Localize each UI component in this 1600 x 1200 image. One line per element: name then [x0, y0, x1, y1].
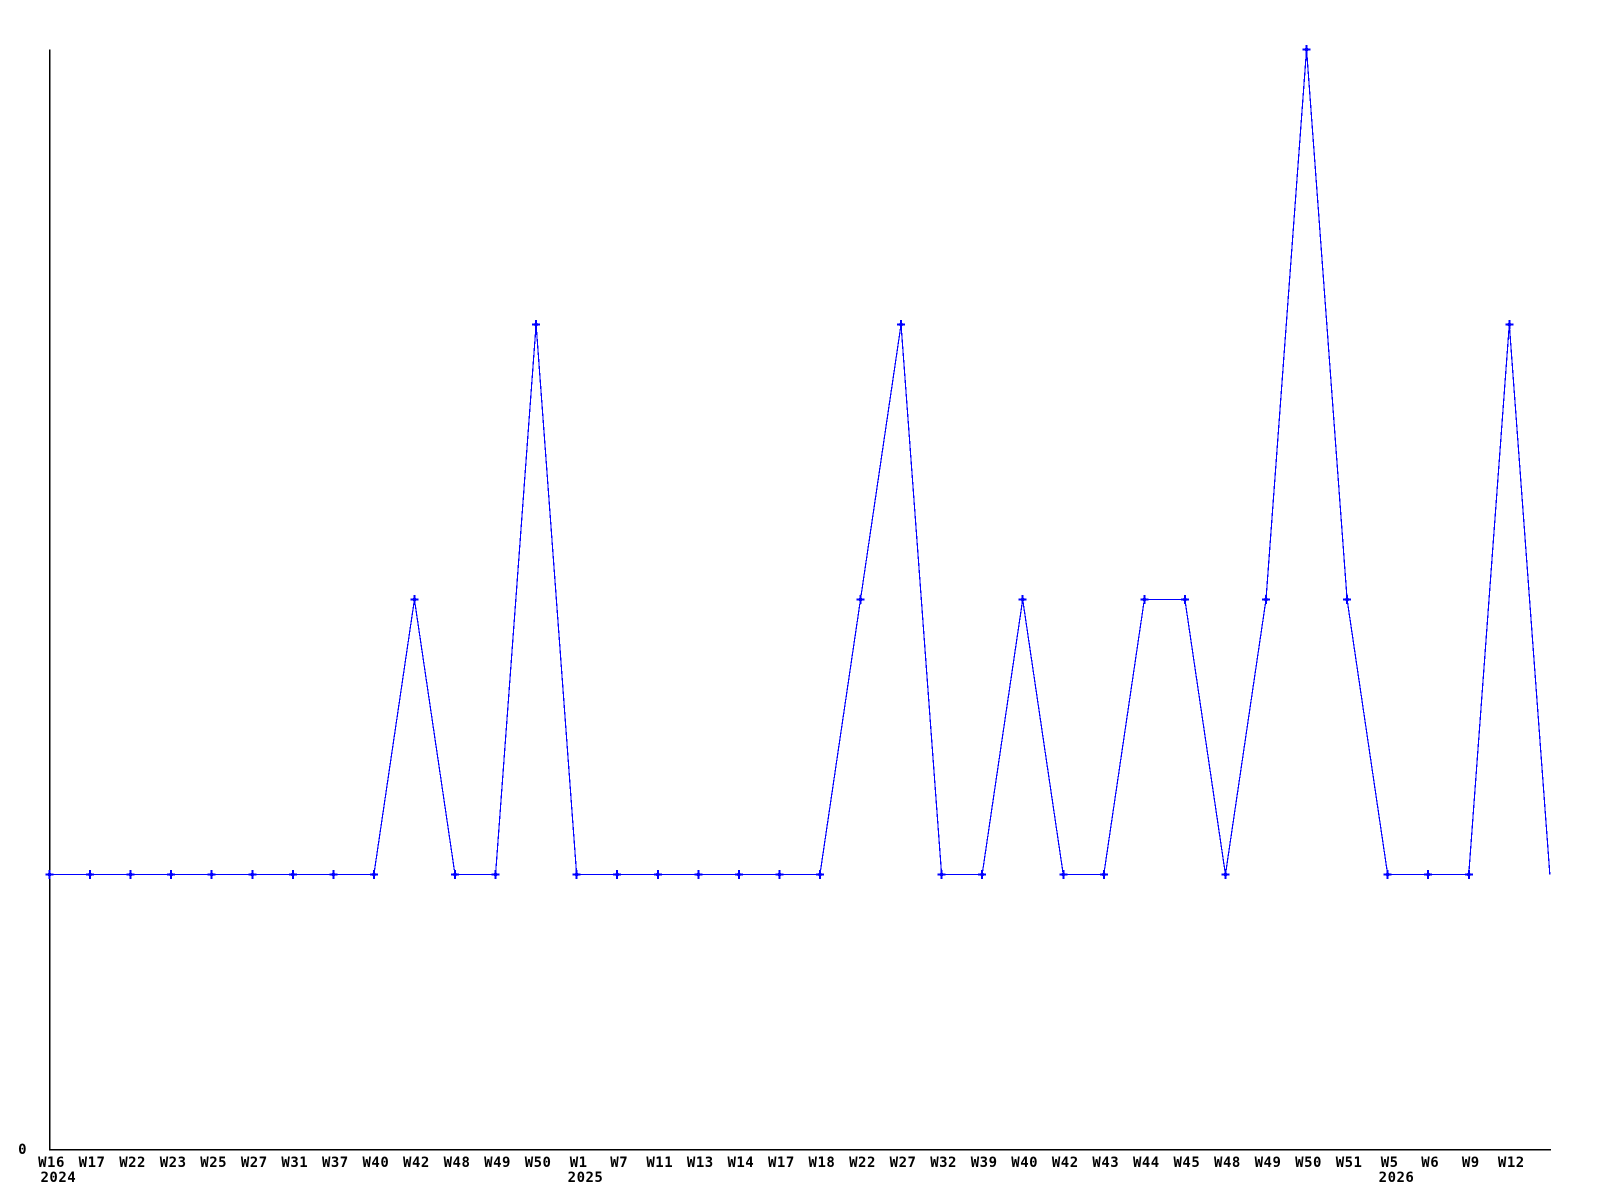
x-tick-label: W48: [444, 1155, 471, 1171]
data-point-marker-center: [48, 873, 51, 876]
x-tick-label: W25: [200, 1155, 227, 1171]
x-tick-label: W18: [809, 1155, 836, 1171]
data-point-marker-center: [1426, 873, 1430, 876]
x-tick-label: W43: [1092, 1155, 1119, 1171]
data-point-marker-center: [129, 873, 133, 876]
x-tick-label: W45: [1174, 1155, 1201, 1171]
data-point-marker-center: [1507, 323, 1511, 326]
x-tick-label: W44: [1133, 1155, 1160, 1171]
x-tick-label: W50: [525, 1155, 552, 1171]
x-tick-label: W42: [1052, 1155, 1079, 1171]
x-tick-label: W23: [160, 1155, 187, 1171]
data-point-marker-center: [331, 873, 335, 876]
data-point-marker-center: [737, 873, 741, 876]
x-tick-label: W17: [768, 1155, 795, 1171]
x-tick-label: W12: [1498, 1155, 1525, 1171]
data-point-marker-center: [1467, 873, 1471, 876]
x-tick-label: W48: [1214, 1155, 1241, 1171]
data-point-marker-center: [899, 323, 903, 326]
y-axis-zero-label: 0: [18, 1142, 27, 1158]
x-tick-label: W7: [610, 1155, 628, 1171]
data-point-marker-center: [169, 873, 173, 876]
data-point-marker-center: [88, 873, 92, 876]
data-point-marker-center: [250, 873, 254, 876]
data-point-marker-center: [615, 873, 619, 876]
data-point-marker-center: [1305, 48, 1309, 51]
data-line: [49, 49, 1551, 876]
data-point-marker-center: [1021, 598, 1025, 601]
x-tick-label: W14: [727, 1155, 754, 1171]
data-point-marker-center: [656, 873, 660, 876]
data-point-marker-center: [1102, 873, 1106, 876]
data-point-marker-center: [1386, 873, 1390, 876]
x-tick-label: W22: [119, 1155, 146, 1171]
x-tick-label: W39: [971, 1155, 998, 1171]
data-point-marker-center: [1223, 873, 1227, 876]
x-tick-label: W5: [1381, 1155, 1399, 1171]
x-tick-label: W40: [1011, 1155, 1038, 1171]
data-point-marker-center: [1061, 873, 1065, 876]
x-tick-label: W11: [646, 1155, 673, 1171]
x-tick-label: W9: [1462, 1155, 1480, 1171]
x-tick-label: W50: [1295, 1155, 1322, 1171]
x-tick-label: W27: [890, 1155, 917, 1171]
x-tick-label: W16: [38, 1155, 65, 1171]
axes-lines: [48, 49, 1551, 1151]
x-year-label: 2024: [41, 1170, 77, 1186]
data-point-marker-center: [453, 873, 457, 876]
data-point-marker-center: [940, 873, 944, 876]
x-year-label: 2026: [1379, 1170, 1415, 1186]
x-tick-label: W42: [403, 1155, 430, 1171]
data-point-marker-center: [291, 873, 295, 876]
data-point-marker-center: [980, 873, 984, 876]
x-tick-label: W17: [79, 1155, 106, 1171]
data-point-marker-center: [1142, 598, 1146, 601]
data-point-marker-center: [210, 873, 214, 876]
data-point-marker-center: [372, 873, 376, 876]
x-tick-label: W13: [687, 1155, 714, 1171]
x-tick-label: W32: [930, 1155, 957, 1171]
x-tick-label: W40: [363, 1155, 390, 1171]
data-point-marker-center: [818, 873, 822, 876]
data-point-marker-center: [1264, 598, 1268, 601]
data-point-marker-center: [534, 323, 538, 326]
x-tick-label: W31: [281, 1155, 308, 1171]
x-tick-label: W49: [484, 1155, 511, 1171]
data-point-marker-center: [859, 598, 862, 601]
x-tick-label: W51: [1336, 1155, 1363, 1171]
data-point-marker-center: [777, 873, 781, 876]
x-tick-label: W49: [1255, 1155, 1282, 1171]
x-tick-label: W37: [322, 1155, 349, 1171]
data-point-marker-center: [494, 873, 498, 876]
x-tick-label: W1: [570, 1155, 588, 1171]
x-tick-label: W27: [241, 1155, 268, 1171]
data-point-marker-center: [696, 873, 700, 876]
data-point-marker-center: [1183, 598, 1187, 601]
x-year-label: 2025: [568, 1170, 604, 1186]
x-tick-label: W22: [849, 1155, 876, 1171]
x-tick-label: W6: [1421, 1155, 1439, 1171]
data-point-marker-center: [1345, 598, 1349, 601]
data-point-marker-center: [412, 598, 416, 601]
data-point-marker-center: [575, 873, 579, 876]
